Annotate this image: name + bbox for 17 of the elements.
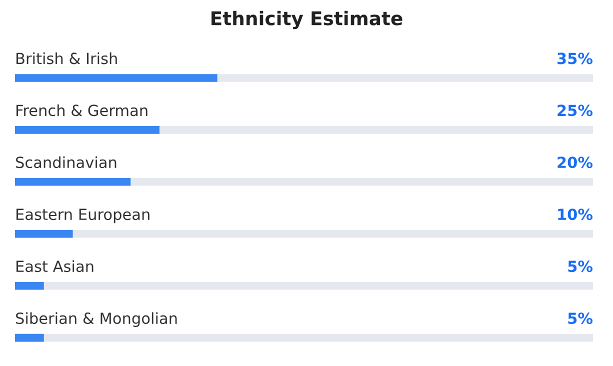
data-label: 25% [558,104,593,116]
data-label: 10% [558,208,593,220]
data-label: 35% [557,52,593,64]
data-label: 20% [558,156,593,168]
y-tick-label: French & German [16,104,148,116]
bar [15,282,44,290]
data-label: 5% [568,260,593,272]
bar [15,334,44,342]
y-tick-label: Eastern European [16,208,150,224]
y-tick-label: Siberian & Mongolian [16,312,177,328]
y-tick-label: British & Irish [16,52,117,64]
bar [15,230,73,238]
chart-title: Ethnicity Estimate [212,10,402,30]
bar [15,178,131,186]
data-label: 5% [568,312,593,324]
y-tick-label: East Asian [16,260,94,272]
y-tick-label: Scandinavian [16,156,116,168]
